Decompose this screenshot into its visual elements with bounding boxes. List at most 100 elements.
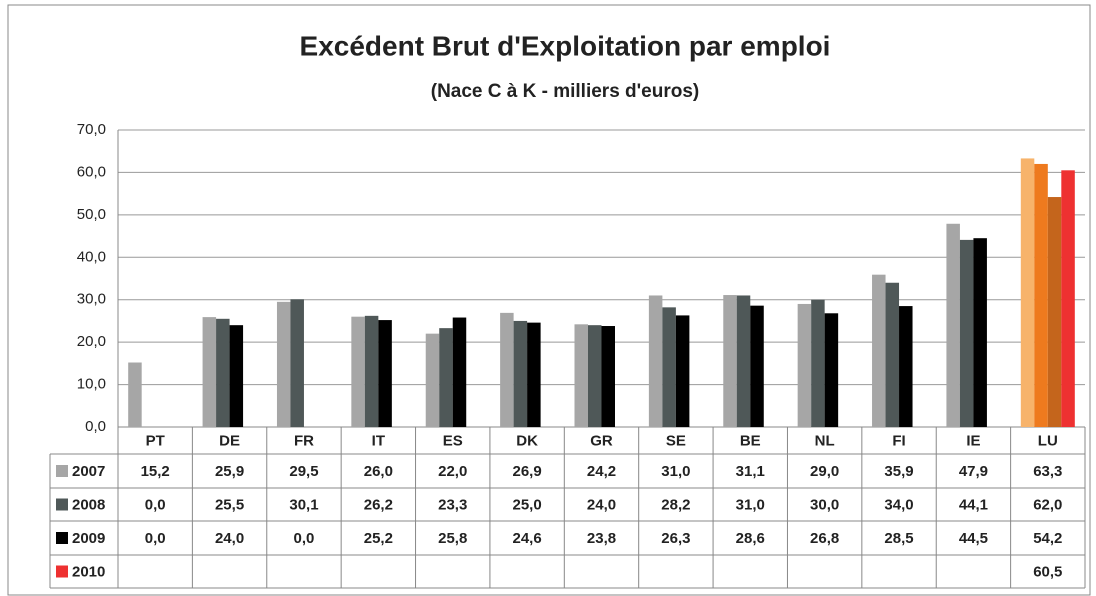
x-tick-label: IE — [966, 432, 980, 449]
bar — [601, 326, 615, 427]
table-value: 0,0 — [145, 496, 166, 513]
table-value: 24,2 — [587, 463, 616, 480]
bar — [885, 282, 900, 427]
bar — [290, 299, 304, 427]
table-value: 44,5 — [959, 530, 988, 547]
table-value: 31,0 — [736, 496, 765, 513]
x-tick-label: GR — [590, 432, 613, 449]
bar — [872, 274, 886, 427]
bar — [452, 317, 467, 427]
table-value: 31,1 — [736, 463, 765, 480]
table-value: 26,8 — [810, 530, 839, 547]
bar — [425, 333, 440, 427]
table-value: 54,2 — [1033, 530, 1062, 547]
table-value: 63,3 — [1033, 463, 1062, 480]
legend-label: 2007 — [72, 463, 105, 480]
bar — [439, 328, 453, 427]
x-tick-label: FR — [294, 432, 314, 449]
bar — [750, 305, 764, 427]
bar — [513, 320, 528, 427]
table-value: 23,3 — [438, 496, 467, 513]
table-value: 28,5 — [884, 530, 913, 547]
legend-key — [56, 465, 68, 477]
x-tick-label: DE — [219, 432, 240, 449]
y-tick-label: 20,0 — [77, 333, 106, 350]
table-value: 29,0 — [810, 463, 839, 480]
table-value: 26,2 — [364, 496, 393, 513]
bar — [824, 313, 839, 427]
y-tick-label: 70,0 — [77, 121, 106, 138]
table-value: 0,0 — [294, 530, 315, 547]
chart-title: Excédent Brut d'Exploitation par emploi — [300, 30, 831, 61]
table-value: 60,5 — [1033, 563, 1062, 580]
bar — [899, 306, 913, 427]
table-value: 23,8 — [587, 530, 616, 547]
table-value: 26,3 — [661, 530, 690, 547]
legend-key — [56, 565, 68, 578]
table-value: 22,0 — [438, 463, 467, 480]
y-tick-label: 40,0 — [77, 248, 106, 265]
table-value: 15,2 — [141, 463, 170, 480]
y-tick-label: 30,0 — [77, 291, 106, 308]
table-value: 25,5 — [215, 496, 244, 513]
bar — [946, 223, 960, 427]
legend-label: 2008 — [72, 496, 105, 513]
table-value: 30,1 — [289, 496, 318, 513]
bar — [723, 295, 737, 427]
bar — [202, 317, 217, 427]
bar — [1047, 197, 1062, 427]
table-value: 24,0 — [215, 530, 244, 547]
bar — [574, 324, 588, 427]
x-tick-label: PT — [146, 432, 165, 449]
bar — [648, 295, 663, 427]
y-tick-label: 50,0 — [77, 206, 106, 223]
table-value: 25,0 — [513, 496, 542, 513]
table-value: 34,0 — [884, 496, 913, 513]
table-value: 28,6 — [736, 530, 765, 547]
bar — [216, 318, 230, 427]
bar — [500, 312, 514, 427]
x-tick-label: SE — [666, 432, 686, 449]
x-tick-label: FI — [892, 432, 905, 449]
bar — [1020, 158, 1035, 428]
table-value: 24,6 — [513, 530, 542, 547]
x-tick-label: BE — [740, 432, 761, 449]
table-value: 24,0 — [587, 496, 616, 513]
legend-label: 2010 — [72, 563, 105, 580]
legend-key — [56, 532, 68, 544]
bar — [229, 325, 244, 427]
table-value: 29,5 — [289, 463, 318, 480]
table-value: 0,0 — [145, 530, 166, 547]
table-value: 25,9 — [215, 463, 244, 480]
bar — [588, 325, 602, 427]
table-value: 62,0 — [1033, 496, 1062, 513]
x-tick-label: IT — [372, 432, 385, 449]
table-value: 47,9 — [959, 463, 988, 480]
bar — [736, 295, 751, 427]
table-value: 31,0 — [661, 463, 690, 480]
y-tick-label: 0,0 — [85, 418, 106, 435]
x-tick-label: DK — [516, 432, 538, 449]
table-value: 35,9 — [884, 463, 913, 480]
y-tick-label: 60,0 — [77, 163, 106, 180]
bar — [675, 315, 690, 427]
bar — [1061, 170, 1075, 428]
legend-label: 2009 — [72, 530, 105, 547]
table-value: 28,2 — [661, 496, 690, 513]
x-tick-label: LU — [1038, 432, 1058, 449]
table-value: 25,8 — [438, 530, 467, 547]
y-tick-label: 10,0 — [77, 376, 106, 393]
bar — [662, 307, 676, 427]
bar — [973, 238, 987, 427]
bar — [527, 322, 541, 427]
x-tick-label: ES — [443, 432, 463, 449]
table-value: 44,1 — [959, 496, 988, 513]
bar — [959, 239, 974, 427]
legend-key — [56, 498, 68, 511]
bar — [378, 320, 392, 427]
bar — [276, 301, 291, 427]
bar — [1034, 163, 1048, 427]
x-tick-label: NL — [815, 432, 835, 449]
bar — [797, 303, 812, 427]
table-value: 25,2 — [364, 530, 393, 547]
